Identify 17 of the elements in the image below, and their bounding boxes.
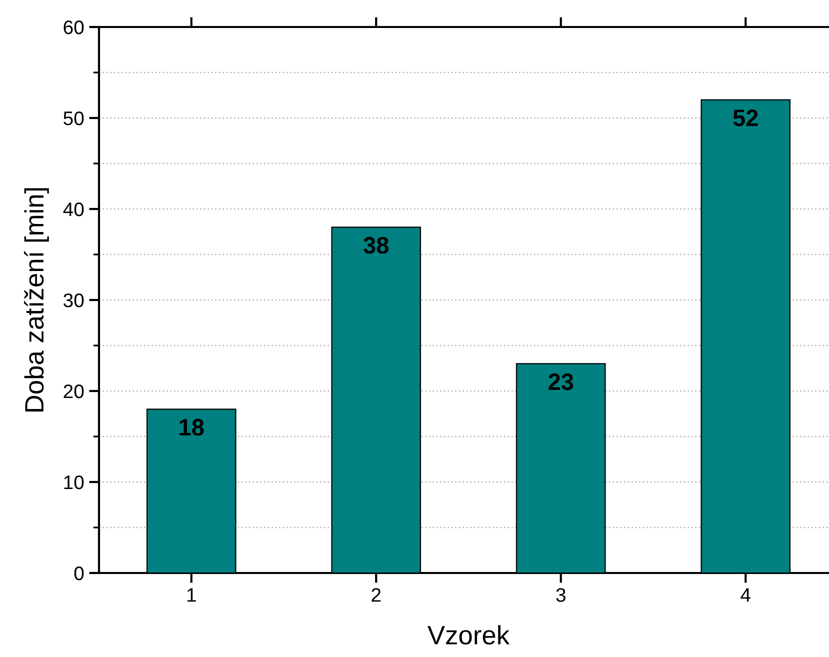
data-label: 23 [548,373,574,390]
y-tick-label: 60 [64,20,84,34]
x-axis-title: Vzorek [428,625,510,645]
y-tick-label: 50 [64,111,84,126]
y-tick-label: 10 [64,475,84,490]
y-tick-label: 20 [64,384,84,398]
y-tick-label: 0 [74,566,84,580]
x-tick-label: 3 [556,588,566,602]
data-label: 18 [180,418,204,436]
x-tick-label: 4 [740,588,750,602]
y-axis-title: Doba zatížení [min] [24,188,49,412]
data-label: 52 [733,110,758,126]
y-tick-label: 40 [63,202,84,216]
data-label: 38 [364,236,389,254]
x-tick-label: 2 [372,588,381,602]
x-tick-label: 1 [187,588,196,602]
y-tick-label: 30 [64,293,84,308]
